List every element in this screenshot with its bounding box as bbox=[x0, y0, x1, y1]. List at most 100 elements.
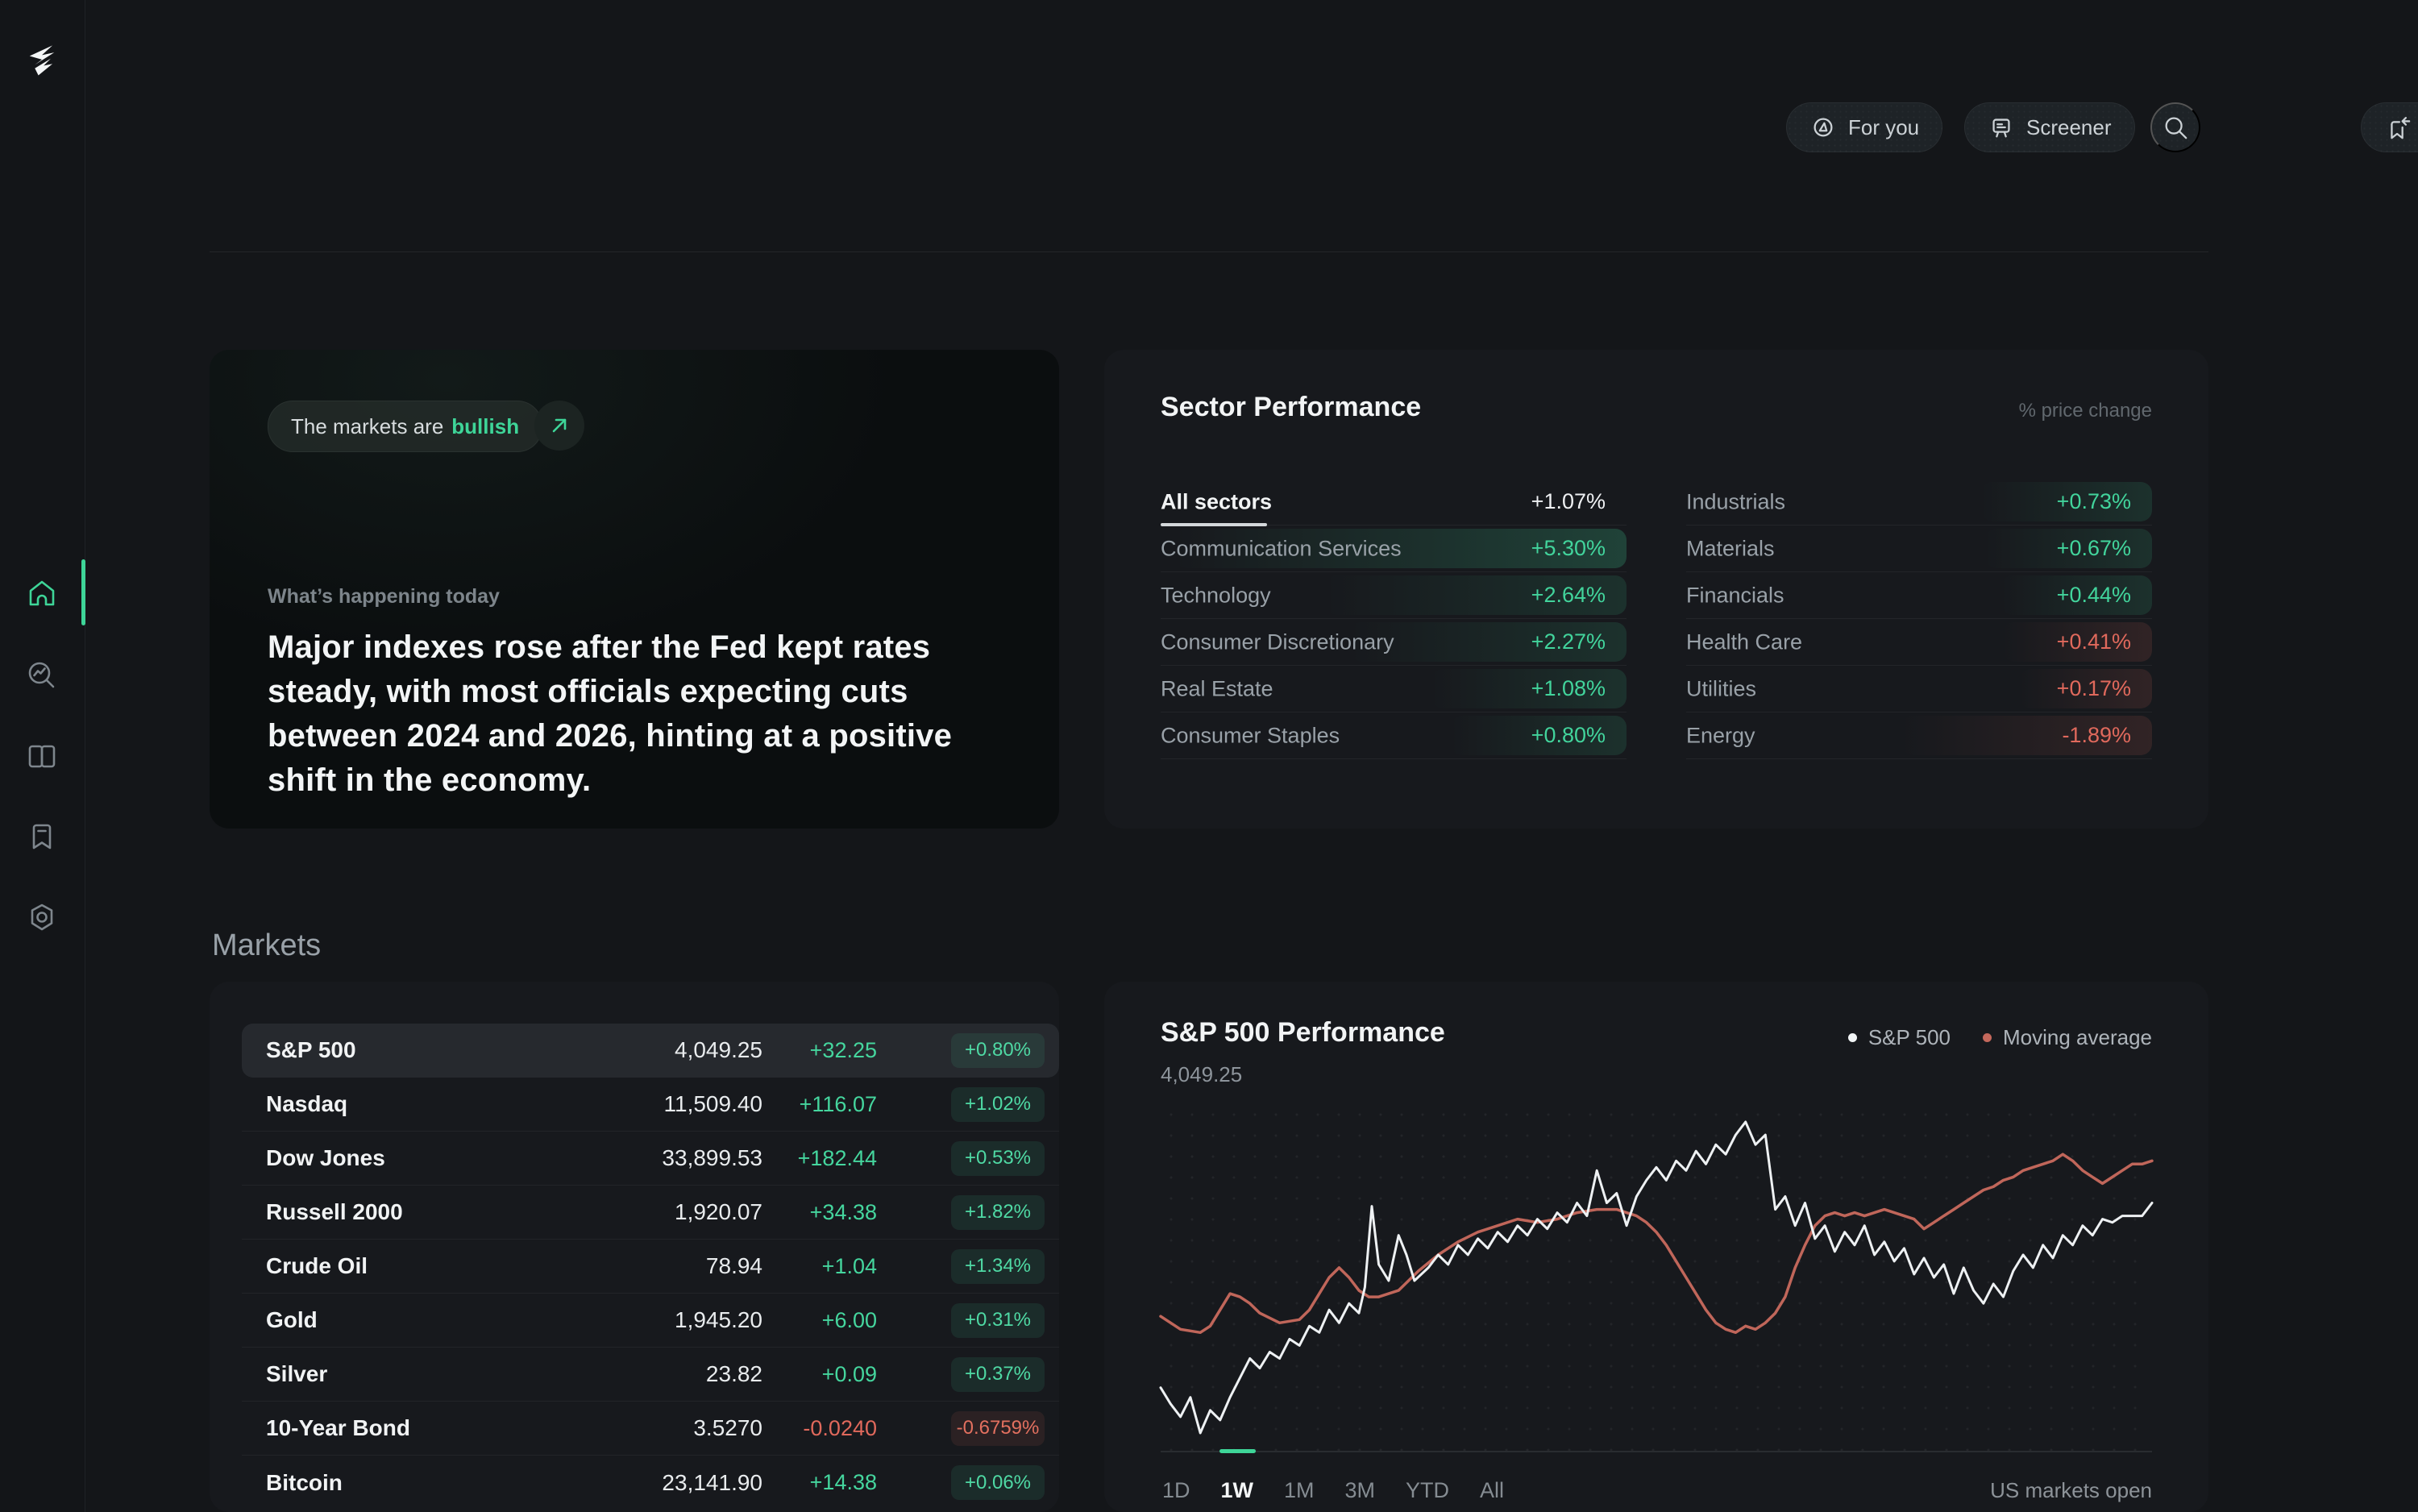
chart-lines bbox=[1159, 1120, 2154, 1435]
app-logo-icon[interactable] bbox=[23, 42, 61, 81]
market-value: 23.82 bbox=[705, 1361, 762, 1386]
sentiment-prefix: The markets are bbox=[291, 413, 444, 438]
market-row[interactable]: S&P 500 4,049.25 +32.25 +0.80% bbox=[242, 1024, 1059, 1078]
search-icon bbox=[2165, 117, 2187, 139]
market-change: +0.09 bbox=[821, 1361, 877, 1386]
legend-label-moving-average: Moving average bbox=[2003, 1025, 2152, 1049]
market-change: +14.38 bbox=[809, 1470, 877, 1494]
sector-row[interactable]: Energy -1.89% bbox=[1686, 712, 2152, 759]
book-icon bbox=[28, 745, 56, 768]
legend-item-sp500: S&P 500 bbox=[1847, 1025, 1951, 1050]
range-tab-3m[interactable]: 3M bbox=[1344, 1478, 1376, 1502]
market-value: 4,049.25 bbox=[675, 1037, 762, 1062]
sector-change-chip: +0.80% bbox=[1451, 716, 1627, 755]
sector-change-chip: -1.89% bbox=[1901, 716, 2152, 755]
market-change-pct-badge: +0.37% bbox=[951, 1356, 1045, 1392]
market-row[interactable]: Gold 1,945.20 +6.00 +0.31% bbox=[242, 1294, 1059, 1348]
saved-items-button[interactable] bbox=[2361, 102, 2418, 152]
range-tab-1d[interactable]: 1D bbox=[1162, 1478, 1190, 1502]
screener-label: Screener bbox=[2026, 114, 2112, 139]
legend-item-moving-average: Moving average bbox=[1983, 1025, 2152, 1050]
market-badge-col: +0.06% bbox=[877, 1465, 1045, 1500]
sector-row[interactable]: Industrials +0.73% bbox=[1686, 479, 2152, 525]
market-badge-col: +0.80% bbox=[877, 1032, 1045, 1068]
market-row[interactable]: Dow Jones 33,899.53 +182.44 +0.53% bbox=[242, 1132, 1059, 1186]
sentiment-open-button[interactable] bbox=[534, 401, 584, 451]
screener-button[interactable]: Screener bbox=[1964, 102, 2135, 152]
market-name: Crude Oil bbox=[266, 1253, 368, 1278]
legend-dot-moving-average bbox=[1983, 1033, 1992, 1042]
sector-label: Industrials bbox=[1686, 489, 1786, 513]
price-change-note: % price change bbox=[2018, 400, 2152, 422]
market-row[interactable]: Crude Oil 78.94 +1.04 +1.34% bbox=[242, 1240, 1059, 1294]
chart-series-moving-average bbox=[1159, 1153, 2154, 1335]
market-change-pct-badge: +0.06% bbox=[951, 1465, 1045, 1500]
sector-row[interactable]: Technology +2.64% bbox=[1161, 572, 1627, 619]
range-tab-1w[interactable]: 1W bbox=[1220, 1478, 1254, 1502]
sector-label: Financials bbox=[1686, 583, 1784, 607]
sidebar-item-library[interactable] bbox=[24, 737, 60, 773]
market-badge-col: +1.82% bbox=[877, 1194, 1045, 1230]
hero-headline: Major indexes rose after the Fed kept ra… bbox=[268, 629, 953, 798]
market-sentiment-pill[interactable]: The markets are bullish bbox=[268, 401, 543, 452]
market-value: 1,920.07 bbox=[675, 1199, 762, 1224]
hero-card: The markets are bullish What’s happening… bbox=[210, 350, 1059, 829]
for-you-button[interactable]: For you bbox=[1786, 102, 1943, 152]
sidebar-item-bookmarks[interactable] bbox=[24, 818, 60, 854]
sector-change-chip: +0.73% bbox=[1981, 482, 2152, 521]
market-change: +6.00 bbox=[821, 1307, 877, 1332]
market-change-pct-badge: +1.82% bbox=[951, 1194, 1045, 1230]
market-search-icon bbox=[28, 662, 55, 688]
arrow-up-right-icon bbox=[552, 418, 567, 433]
market-value: 78.94 bbox=[705, 1253, 762, 1278]
market-change: +182.44 bbox=[797, 1145, 877, 1170]
sector-row[interactable]: Consumer Discretionary +2.27% bbox=[1161, 619, 1627, 666]
sector-row[interactable]: Utilities +0.17% bbox=[1686, 666, 2152, 712]
market-row[interactable]: Nasdaq 11,509.40 +116.07 +1.02% bbox=[242, 1078, 1059, 1132]
market-status: US markets open bbox=[1990, 1478, 2152, 1502]
sector-change-chip: +0.67% bbox=[1985, 529, 2152, 568]
sector-change-value: +0.41% bbox=[2056, 629, 2131, 654]
sector-row[interactable]: Health Care +0.41% bbox=[1686, 619, 2152, 666]
range-tab-1m[interactable]: 1M bbox=[1284, 1478, 1315, 1502]
market-row[interactable]: Russell 2000 1,920.07 +34.38 +1.82% bbox=[242, 1186, 1059, 1240]
market-row[interactable]: Silver 23.82 +0.09 +0.37% bbox=[242, 1348, 1059, 1402]
market-badge-col: +1.02% bbox=[877, 1086, 1045, 1122]
price-chart[interactable] bbox=[1159, 1104, 2154, 1451]
sector-change-chip: +0.17% bbox=[2020, 669, 2152, 708]
sector-row[interactable]: Consumer Staples +0.80% bbox=[1161, 712, 1627, 759]
chart-title: S&P 500 Performance bbox=[1161, 1017, 1445, 1048]
markets-heading: Markets bbox=[212, 928, 322, 962]
market-row[interactable]: Bitcoin 23,141.90 +14.38 +0.06% bbox=[242, 1456, 1059, 1510]
range-tab-ytd[interactable]: YTD bbox=[1406, 1478, 1450, 1502]
sidebar-item-explore[interactable] bbox=[24, 658, 60, 693]
market-name: Gold bbox=[266, 1307, 318, 1332]
all-sectors-value: +1.07% bbox=[1531, 489, 1606, 513]
market-change-pct-badge: +0.53% bbox=[951, 1140, 1045, 1176]
market-value: 23,141.90 bbox=[662, 1469, 762, 1495]
sidebar-item-home[interactable] bbox=[24, 575, 60, 610]
sector-row[interactable]: Financials +0.44% bbox=[1686, 572, 2152, 619]
sector-label: Utilities bbox=[1686, 676, 1757, 700]
market-change-pct-badge: +1.02% bbox=[951, 1086, 1045, 1122]
sector-row[interactable]: Real Estate +1.08% bbox=[1161, 666, 1627, 712]
search-button[interactable] bbox=[2150, 102, 2200, 152]
sector-change-value: +0.44% bbox=[2056, 583, 2131, 607]
market-change: -0.0240 bbox=[803, 1415, 877, 1440]
market-name: S&P 500 bbox=[266, 1037, 356, 1062]
sector-change-value: +5.30% bbox=[1531, 536, 1606, 560]
sidebar-item-settings[interactable] bbox=[24, 899, 60, 935]
all-sectors-row[interactable]: All sectors +1.07% bbox=[1161, 479, 1627, 526]
market-value: 11,509.40 bbox=[663, 1091, 763, 1116]
home-icon bbox=[29, 580, 55, 606]
market-row[interactable]: 10-Year Bond 3.5270 -0.0240 -0.6759% bbox=[242, 1402, 1059, 1456]
markets-list: S&P 500 4,049.25 +32.25 +0.80% Nasdaq 11,509.… bbox=[242, 1024, 1059, 1510]
sector-change-chip: +2.27% bbox=[1350, 622, 1627, 662]
range-tab-all[interactable]: All bbox=[1480, 1478, 1505, 1502]
sector-col-left: All sectors +1.07% Communication Service… bbox=[1161, 479, 1627, 759]
market-name: 10-Year Bond bbox=[266, 1415, 410, 1440]
market-badge-col: +0.37% bbox=[877, 1356, 1045, 1392]
sector-row[interactable]: Materials +0.67% bbox=[1686, 525, 2152, 572]
sector-row[interactable]: Communication Services +5.30% bbox=[1161, 525, 1627, 572]
bookmark-icon bbox=[32, 824, 52, 849]
